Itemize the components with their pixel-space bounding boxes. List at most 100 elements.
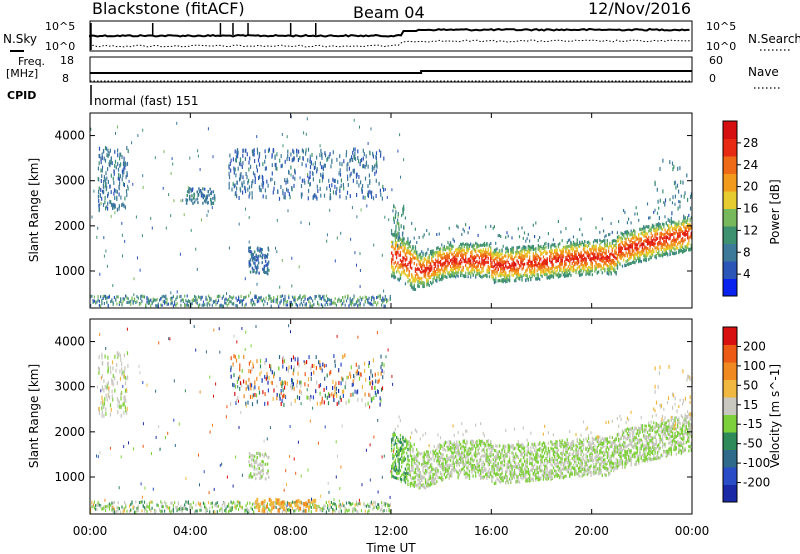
power-cell xyxy=(645,246,647,250)
power-cell xyxy=(90,127,92,131)
power-cell xyxy=(117,125,118,129)
power-cell xyxy=(207,294,210,298)
power-cell xyxy=(609,232,611,236)
velocity-cell xyxy=(97,500,99,504)
power-cell xyxy=(690,231,692,235)
power-cell xyxy=(198,187,200,191)
power-cell xyxy=(120,300,122,304)
power-cell xyxy=(683,214,685,219)
power-cell xyxy=(455,258,457,262)
power-cell xyxy=(284,159,286,164)
power-cell xyxy=(307,172,309,176)
power-cell xyxy=(262,253,264,257)
power-cell xyxy=(677,246,679,250)
power-cell xyxy=(630,237,632,241)
power-cell xyxy=(212,155,214,159)
power-cell xyxy=(402,209,404,214)
power-cell xyxy=(323,163,325,168)
power-cell xyxy=(347,161,349,166)
power-cell xyxy=(277,189,279,194)
power-cell xyxy=(688,227,690,231)
power-cell xyxy=(252,258,254,262)
power-cell xyxy=(651,253,654,257)
power-cell xyxy=(407,250,409,254)
power-cell xyxy=(559,265,561,269)
power-cell xyxy=(196,301,198,305)
power-cell xyxy=(371,165,373,170)
power-cell xyxy=(638,218,640,222)
power-cell xyxy=(685,248,687,251)
freq-label-1: Freq. xyxy=(18,55,45,68)
power-cell xyxy=(202,300,205,304)
power-cell xyxy=(669,233,671,237)
power-cell xyxy=(395,228,397,233)
power-cell xyxy=(372,154,374,159)
power-cell xyxy=(644,245,646,249)
power-cell xyxy=(552,256,555,259)
power-cell xyxy=(361,187,363,192)
power-cell xyxy=(391,232,393,236)
power-cell xyxy=(389,294,391,298)
power-cell xyxy=(212,300,215,304)
power-cell xyxy=(448,226,450,230)
power-cell xyxy=(365,160,368,165)
power-cell xyxy=(660,243,662,247)
velocity-cell xyxy=(288,508,290,512)
power-cell xyxy=(400,242,402,247)
power-cell xyxy=(316,167,318,172)
power-cell xyxy=(212,190,215,194)
power-cell xyxy=(261,182,263,187)
power-cell xyxy=(231,187,233,192)
power-cell xyxy=(611,239,613,243)
power-cell xyxy=(572,259,575,263)
power-cell xyxy=(260,295,262,299)
nsky-tick-top: 10^5 xyxy=(45,20,75,33)
power-cell xyxy=(240,162,242,167)
power-cell xyxy=(286,303,289,307)
power-cell xyxy=(572,243,575,247)
velocity-cell xyxy=(190,505,192,509)
power-cell xyxy=(601,253,603,257)
power-cell xyxy=(600,256,602,260)
power-cell xyxy=(112,206,114,210)
power-cell xyxy=(471,263,473,267)
power-cell xyxy=(461,268,463,272)
power-cell xyxy=(313,166,315,170)
power-cell xyxy=(423,259,425,263)
power-cell xyxy=(525,270,527,274)
power-cell xyxy=(116,189,118,194)
power-cell xyxy=(665,250,667,254)
power-cell xyxy=(456,261,458,265)
power-cell xyxy=(393,220,395,224)
power-cell xyxy=(109,159,111,164)
power-cell xyxy=(443,245,445,248)
power-cell xyxy=(595,249,597,253)
power-cell xyxy=(453,261,455,265)
power-cell xyxy=(557,264,560,268)
power-cell xyxy=(482,260,484,264)
power-cell xyxy=(522,247,524,251)
power-cell xyxy=(432,249,434,253)
power-cell xyxy=(359,252,361,256)
power-cell xyxy=(396,243,398,247)
power-cell xyxy=(347,177,349,181)
power-cell xyxy=(264,259,267,263)
power-cell xyxy=(570,265,572,269)
power-cell xyxy=(609,268,611,272)
power-cell xyxy=(574,244,576,248)
power-cell xyxy=(487,252,489,256)
power-cell xyxy=(112,203,114,208)
power-cell xyxy=(549,275,551,279)
power-cell xyxy=(603,249,605,253)
power-cell xyxy=(384,188,386,191)
power-cell xyxy=(121,154,123,159)
power-cell xyxy=(414,267,417,271)
power-cell xyxy=(527,259,529,263)
power-cell xyxy=(471,256,473,260)
velocity-cell xyxy=(230,509,232,513)
power-cell xyxy=(467,261,469,265)
power-cell xyxy=(126,301,128,304)
power-cell xyxy=(468,244,471,248)
power-cell xyxy=(655,223,657,227)
power-cell xyxy=(486,251,488,255)
